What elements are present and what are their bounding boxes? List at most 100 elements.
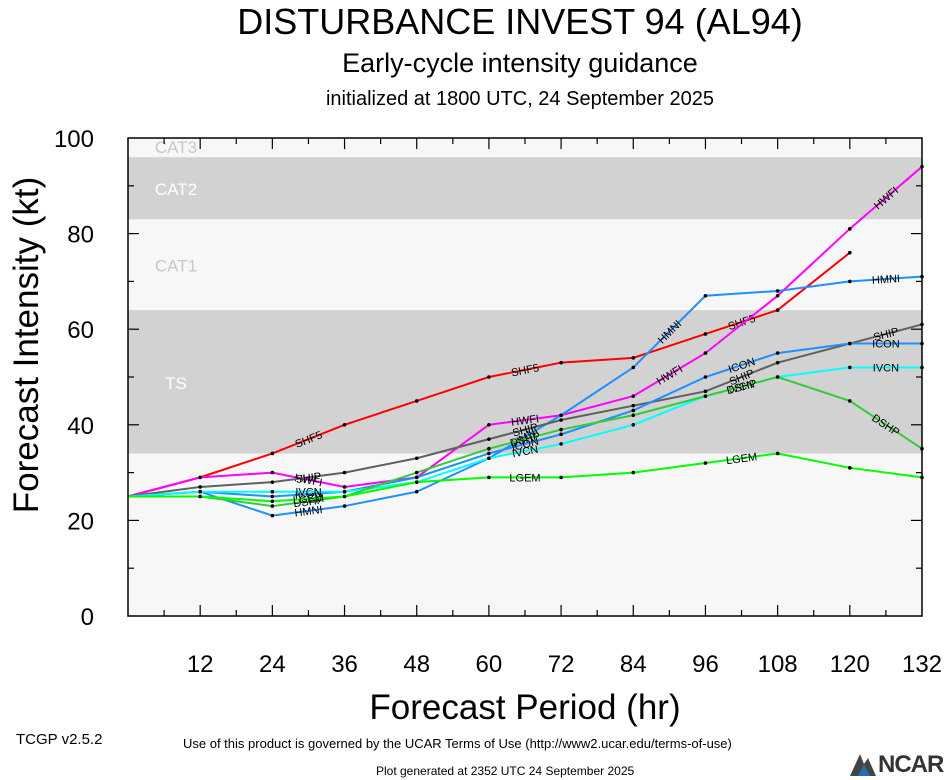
series-point-icon	[703, 375, 708, 379]
series-point-hwfi	[848, 227, 852, 231]
series-point-icon	[848, 341, 852, 346]
x-tick-label: 120	[830, 651, 870, 678]
series-point-ivcn	[270, 489, 275, 494]
series-point-ship	[414, 456, 419, 461]
band-label-ts: TS	[165, 374, 187, 393]
series-label-lgem: LGEM	[293, 493, 325, 507]
series-label-hmni: HMNI	[872, 273, 901, 287]
band-label-cat2: CAT2	[155, 180, 197, 199]
series-point-shf5	[487, 375, 491, 379]
series-point-lgem	[848, 466, 852, 470]
series-point-shf5	[559, 360, 563, 365]
series-point-icon	[487, 451, 491, 456]
x-tick-label: 36	[331, 651, 358, 678]
band-cat2	[128, 157, 922, 220]
series-point-hwfi	[703, 351, 708, 355]
band-labels: TS CAT1 CAT2 CAT3	[155, 138, 197, 393]
x-tick-label: 84	[620, 651, 647, 678]
series-point-lgem	[487, 475, 491, 480]
series-point-icon	[414, 475, 419, 480]
series-point-ship	[775, 360, 780, 365]
series-point-dshp	[848, 399, 852, 403]
band-cat3	[128, 138, 922, 158]
series-point-shf5	[631, 356, 636, 360]
series-label-lgem: LGEM	[509, 472, 540, 484]
series-point-ship	[342, 470, 347, 475]
series-point-dshp	[775, 375, 780, 379]
series-point-lgem	[703, 461, 708, 465]
series-point-hmni	[631, 365, 636, 370]
series-point-hwfi	[631, 394, 636, 398]
series-point-lgem	[198, 494, 202, 499]
series-point-ship	[198, 485, 202, 489]
series-point-hmni	[414, 489, 419, 494]
intensity-bands	[128, 138, 922, 616]
series-point-ivcn	[559, 442, 563, 446]
y-tick-label: 0	[81, 604, 94, 631]
series-point-icon	[559, 432, 563, 437]
x-tick-label: 12	[187, 651, 214, 678]
y-tick-label: 100	[54, 126, 94, 153]
series-point-hwfi	[487, 423, 491, 427]
band-below-ts	[128, 453, 922, 616]
series-line-ship	[127, 323, 923, 498]
series-point-hmni	[270, 513, 275, 518]
series-point-dshp	[270, 504, 275, 508]
x-tick-label: 132	[902, 651, 942, 678]
y-tick-label: 40	[67, 413, 94, 440]
series-label-hwfi: HWFI	[510, 413, 539, 429]
series-point-hmni	[703, 293, 708, 298]
series-point-hmni	[342, 504, 347, 508]
series-label-ivcn: IVCN	[511, 444, 539, 461]
y-axis-label: Forecast Intensity (kt)	[7, 177, 46, 513]
series-point-shf5	[775, 308, 780, 312]
series-point-lgem	[631, 470, 636, 475]
series-label-icon: ICON	[872, 339, 900, 351]
plot-generated: Plot generated at 2352 UTC 24 September …	[376, 764, 635, 778]
series-point-ship	[270, 480, 275, 484]
axes: 12 24 36 48 60 72 84 96 108 120 132 0 20 40 60 80 100	[54, 126, 942, 678]
y-tick-label: 80	[67, 222, 94, 249]
series-point-dshp	[703, 394, 708, 398]
series-line-ivcn	[127, 366, 922, 498]
series-point-hmni	[848, 279, 852, 284]
x-tick-label: 108	[758, 651, 798, 678]
x-axis-label: Forecast Period (hr)	[369, 688, 680, 727]
version-label: TCGP v2.5.2	[16, 731, 103, 748]
series-point-ship	[703, 389, 708, 394]
chart-subtitle: Early-cycle intensity guidance	[342, 48, 698, 78]
series-line-hwfi	[127, 165, 923, 498]
band-label-cat3: CAT3	[155, 138, 197, 157]
series-label-ivcn: IVCN	[295, 487, 321, 499]
series-point-hwfi	[198, 475, 202, 480]
series-point-ivcn	[848, 365, 852, 370]
series-point-icon	[775, 351, 780, 355]
chart-title: DISTURBANCE INVEST 94 (AL94)	[237, 1, 803, 42]
x-tick-label: 48	[403, 651, 430, 678]
series-point-icon	[270, 494, 275, 499]
series-point-dshp	[487, 446, 491, 451]
series-point-dshp	[559, 427, 563, 432]
series-line-dshp	[128, 375, 923, 508]
terms-of-use[interactable]: Use of this product is governed by the U…	[183, 736, 732, 751]
x-tick-label: 24	[259, 651, 286, 678]
series-point-dshp	[414, 470, 419, 475]
series-point-icon	[631, 408, 636, 413]
series-point-ivcn	[342, 489, 347, 494]
y-tick-label: 20	[67, 508, 94, 535]
series-point-ship	[487, 437, 491, 441]
series-label-lgem: LGEM	[725, 451, 757, 467]
series-point-shf5	[342, 423, 347, 427]
series-line-hmni	[127, 275, 923, 517]
series-point-lgem	[342, 494, 347, 499]
series-label-hmni: HMNI	[294, 504, 323, 520]
ncar-logo-mark	[850, 754, 876, 776]
series-point-hwfi	[342, 485, 347, 489]
series-point-lgem	[270, 499, 275, 504]
series-point-lgem	[775, 451, 780, 456]
series-point-ship	[631, 403, 636, 408]
series-point-ivcn	[631, 423, 636, 427]
series-point-ivcn	[198, 489, 202, 494]
series-point-shf5	[270, 451, 275, 456]
